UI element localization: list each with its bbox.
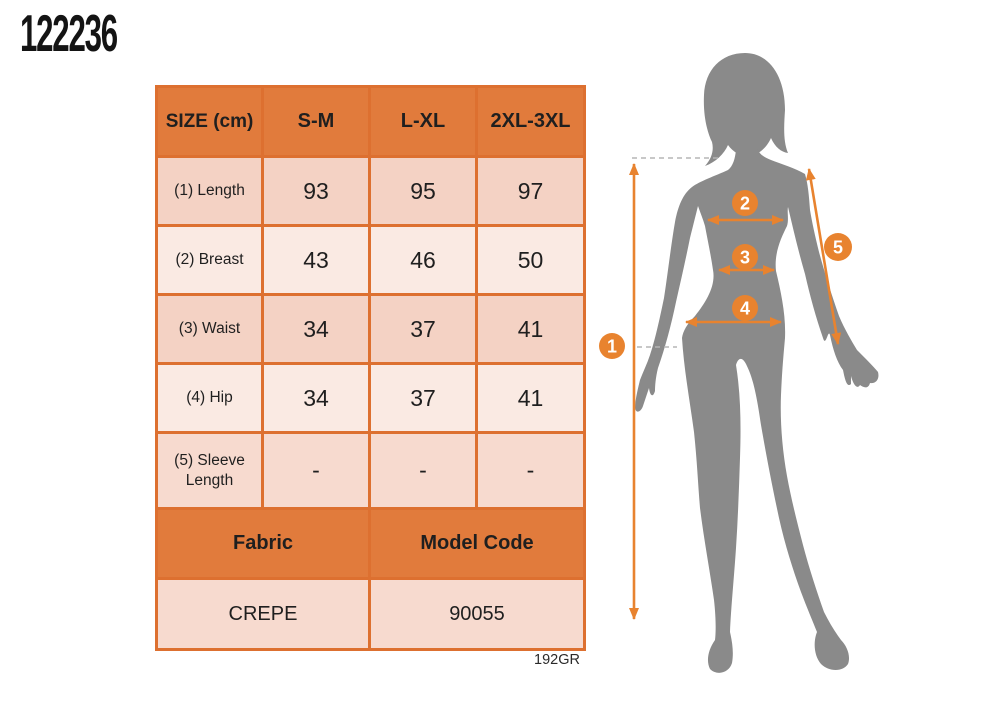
hip-value-lxl: 37 (368, 362, 478, 434)
body-measurement-diagram: 1 2 3 4 5 (599, 53, 879, 673)
marker-5: 5 (824, 233, 852, 261)
model-code-header-cell: Model Code (368, 507, 586, 580)
table-row-hip: (4) Hip 34 37 41 (155, 362, 586, 434)
sleeve-arrow (805, 168, 842, 345)
size-table: SIZE (cm) S-M L-XL 2XL-3XL (1) Length 93… (155, 85, 586, 651)
size-column-header-2xl3xl: 2XL-3XL (475, 85, 586, 158)
marker-4-circle (732, 295, 758, 321)
marker-5-circle (824, 233, 852, 261)
marker-3-number: 3 (740, 248, 750, 268)
sleeve-value-sm: - (261, 431, 371, 510)
row-label-breast: (2) Breast (155, 224, 264, 296)
row-label-length: (1) Length (155, 155, 264, 227)
size-column-header-lxl: L-XL (368, 85, 478, 158)
sleeve-value-lxl: - (368, 431, 478, 510)
marker-1: 1 (599, 333, 625, 359)
length-value-2xl3xl: 97 (475, 155, 586, 227)
row-label-hip: (4) Hip (155, 362, 264, 434)
fabric-header-row: Fabric Model Code (155, 507, 586, 580)
hip-value-2xl3xl: 41 (475, 362, 586, 434)
marker-2-number: 2 (740, 194, 750, 214)
table-row-waist: (3) Waist 34 37 41 (155, 293, 586, 365)
female-silhouette-head (703, 53, 788, 166)
table-row-sleeve-length: (5) Sleeve Length - - - (155, 431, 586, 510)
hip-value-sm: 34 (261, 362, 371, 434)
table-row-breast: (2) Breast 43 46 50 (155, 224, 586, 296)
marker-1-number: 1 (607, 337, 617, 357)
marker-5-number: 5 (833, 238, 843, 258)
size-column-header-sm: S-M (261, 85, 371, 158)
row-label-waist: (3) Waist (155, 293, 264, 365)
fabric-value-cell: CREPE (155, 577, 371, 651)
size-header-row: SIZE (cm) S-M L-XL 2XL-3XL (155, 85, 586, 158)
female-silhouette-body (635, 146, 879, 673)
marker-2: 2 (732, 190, 758, 216)
table-row-length: (1) Length 93 95 97 (155, 155, 586, 227)
sleeve-value-2xl3xl: - (475, 431, 586, 510)
marker-1-circle (599, 333, 625, 359)
waist-value-lxl: 37 (368, 293, 478, 365)
marker-4: 4 (732, 295, 758, 321)
model-code-value-cell: 90055 (368, 577, 586, 651)
fabric-value-row: CREPE 90055 (155, 577, 586, 651)
measurement-figure: 1 2 3 4 5 (595, 40, 1005, 700)
marker-3-circle (732, 244, 758, 270)
breast-value-sm: 43 (261, 224, 371, 296)
marker-2-circle (732, 190, 758, 216)
length-value-sm: 93 (261, 155, 371, 227)
weight-footnote: 192GR (534, 652, 580, 668)
breast-value-2xl3xl: 50 (475, 224, 586, 296)
row-label-sleeve-length: (5) Sleeve Length (155, 431, 264, 510)
marker-4-number: 4 (740, 299, 750, 319)
fabric-header-cell: Fabric (155, 507, 371, 580)
breast-value-lxl: 46 (368, 224, 478, 296)
size-unit-header-cell: SIZE (cm) (155, 85, 264, 158)
marker-3: 3 (732, 244, 758, 270)
length-value-lxl: 95 (368, 155, 478, 227)
waist-value-sm: 34 (261, 293, 371, 365)
product-code: 122236 (20, 5, 118, 63)
waist-value-2xl3xl: 41 (475, 293, 586, 365)
